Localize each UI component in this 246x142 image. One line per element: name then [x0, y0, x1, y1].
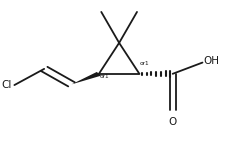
Text: or1: or1	[139, 61, 149, 66]
Text: Cl: Cl	[2, 80, 12, 90]
Text: OH: OH	[204, 56, 220, 66]
Text: O: O	[169, 117, 177, 127]
Polygon shape	[72, 72, 101, 84]
Text: or1: or1	[100, 74, 110, 79]
